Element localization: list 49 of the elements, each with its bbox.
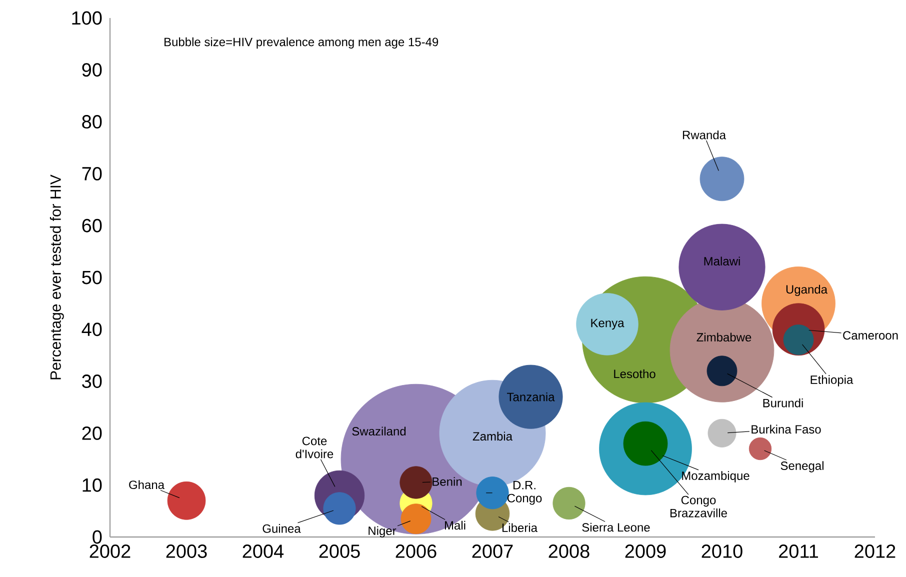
series-label: Senegal — [780, 461, 824, 472]
y-axis-title: Percentage ever tested for HIV — [50, 174, 64, 380]
text: Guinea — [262, 524, 301, 533]
series-label: Liberia — [502, 523, 538, 532]
x-tick-label: 2012 — [854, 544, 896, 558]
y-tick-label: 80 — [82, 115, 102, 129]
x-tick-label: 2004 — [242, 544, 284, 558]
legend-label: Tanzania — [507, 392, 555, 402]
series-label: Zimbabwe — [696, 332, 752, 342]
y-tick-label: 20 — [82, 426, 102, 440]
series-label: Ghana — [129, 480, 165, 490]
x-tick-label: 2007 — [472, 544, 513, 558]
series-label: Rwanda — [682, 130, 726, 140]
y-tick-label: 70 — [82, 166, 102, 180]
x-tick-label: 2008 — [548, 544, 590, 558]
text: Congo Brazzaville — [670, 496, 727, 518]
y-tick-label: 60 — [82, 218, 102, 232]
annotation: Bubble size=HIV prevalence among men age 15-49 — [164, 37, 438, 49]
y-tick-label: 50 — [82, 270, 102, 284]
series-label: Burkina Faso — [752, 424, 821, 434]
x-tick-label: 2011 — [779, 544, 818, 558]
series-label: Cote d'Ivoire — [296, 436, 334, 458]
series-label: Zambia — [472, 432, 512, 441]
x-tick-label: 2002 — [90, 544, 130, 558]
y-tick-label: 30 — [82, 374, 102, 388]
x-tick-label: 2003 — [166, 544, 207, 558]
x-tick-label: 2010 — [702, 544, 742, 558]
series-label: Ethiopia — [810, 375, 854, 386]
series-label: Swaziland — [352, 426, 406, 436]
series-label: Uganda — [786, 284, 828, 296]
x-tick-label: 2009 — [625, 544, 666, 558]
series-label: D.R. Congo — [507, 481, 542, 505]
y-tick-label: 10 — [82, 478, 102, 492]
series-label: Sierra Leone — [582, 522, 650, 532]
series-label: Niger — [368, 526, 396, 538]
series-label: Mali — [444, 520, 466, 530]
series-label: Kenya — [591, 318, 624, 330]
series-label: Malawi — [704, 256, 740, 266]
text: Burundi — [763, 398, 803, 408]
y-tick-label: 40 — [82, 322, 102, 336]
y-tick-label: 0 — [92, 530, 102, 544]
series-label: Lesotho — [614, 369, 656, 378]
y-tick-label: 90 — [82, 63, 102, 77]
x-tick-label: 2006 — [396, 544, 436, 558]
x-tick-label: 2005 — [319, 544, 360, 558]
series-label: Mozambique — [682, 471, 750, 482]
y-tick-label: 100 — [72, 11, 102, 25]
series-label: Benin — [432, 477, 462, 486]
series-label: Cameroon — [843, 331, 898, 340]
